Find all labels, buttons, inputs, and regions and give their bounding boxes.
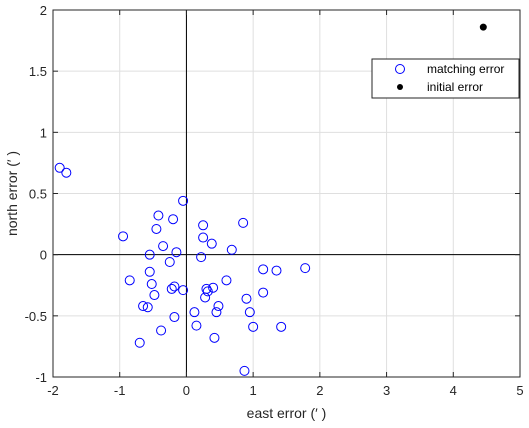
legend-label-initial-error: initial error (427, 80, 483, 94)
matching-error-point (168, 214, 179, 225)
matching-error-point (144, 266, 155, 277)
legend: matching error initial error (371, 58, 520, 99)
matching-error-point (164, 257, 175, 268)
matching-error-point (153, 210, 164, 221)
matching-error-point (169, 281, 180, 292)
matching-error-point (258, 287, 269, 298)
matching-error-point (248, 321, 259, 332)
matching-error-point (300, 263, 311, 274)
initial-error-point (479, 23, 487, 31)
y-tick-label: 0 (40, 248, 47, 263)
matching-error-point (134, 337, 145, 348)
matching-error-point (138, 301, 149, 312)
y-tick-label: -0.5 (25, 309, 47, 324)
x-tick-label: -1 (114, 383, 126, 398)
x-tick-label: 2 (316, 383, 323, 398)
matching-error-point (226, 244, 237, 255)
matching-error-point (189, 307, 200, 318)
y-tick-label: -1 (35, 370, 47, 385)
matching-error-point (244, 307, 255, 318)
matching-error-point (169, 312, 180, 323)
matching-error-point (158, 241, 169, 252)
matching-error-point (209, 332, 220, 343)
matching-error-point (191, 320, 202, 331)
y-tick-label: 1 (40, 125, 47, 140)
matching-error-point (156, 325, 167, 336)
legend-label-matching-error: matching error (427, 62, 504, 76)
x-tick-label: 1 (250, 383, 257, 398)
matching-error-point (206, 238, 217, 249)
y-tick-label: 0.5 (29, 187, 47, 202)
x-tick-label: -2 (47, 383, 59, 398)
matching-error-point (142, 302, 153, 313)
matching-error-point (198, 220, 209, 231)
x-tick-label: 3 (383, 383, 390, 398)
matching-error-point (144, 249, 155, 260)
matching-error-point (196, 252, 207, 263)
y-tick-label: 2 (40, 3, 47, 18)
matching-error-point (118, 231, 129, 242)
matching-error-point (258, 264, 269, 275)
matching-error-point (208, 282, 219, 293)
matching-error-point (238, 217, 249, 228)
legend-marker-matching-error (395, 64, 405, 74)
matching-error-point (201, 283, 212, 294)
matching-error-point (211, 307, 222, 318)
matching-error-point (198, 232, 209, 243)
matching-error-point (166, 283, 177, 294)
matching-error-point (213, 301, 224, 312)
matching-error-point (54, 162, 65, 173)
matching-error-point (271, 265, 282, 276)
x-tick-label: 4 (450, 383, 457, 398)
zero-reference-lines (53, 10, 520, 377)
matching-error-point (178, 285, 189, 296)
matching-error-point (241, 293, 252, 304)
y-axis-title: north error (′ ) (4, 151, 20, 236)
matching-error-point (221, 275, 232, 286)
matching-error-point (202, 286, 213, 297)
matching-error-point (239, 365, 250, 376)
legend-marker-initial-error (397, 84, 403, 90)
data-points (54, 23, 487, 376)
matching-error-point (151, 223, 162, 234)
matching-error-point (171, 247, 182, 258)
matching-error-point (178, 195, 189, 206)
matching-error-point (61, 167, 72, 178)
x-axis-title: east error (′ ) (247, 405, 327, 421)
matching-error-point (146, 279, 157, 290)
matching-error-point (276, 321, 287, 332)
y-axis-ticks: -1 -0.5 0 0.5 1 1.5 2 (25, 3, 520, 385)
x-axis-ticks: -2 -1 0 1 2 3 4 5 (47, 10, 524, 398)
y-tick-label: 1.5 (29, 64, 47, 79)
matching-error-point (124, 275, 135, 286)
x-tick-label: 5 (516, 383, 523, 398)
matching-error-point (149, 290, 160, 301)
x-tick-label: 0 (183, 383, 190, 398)
